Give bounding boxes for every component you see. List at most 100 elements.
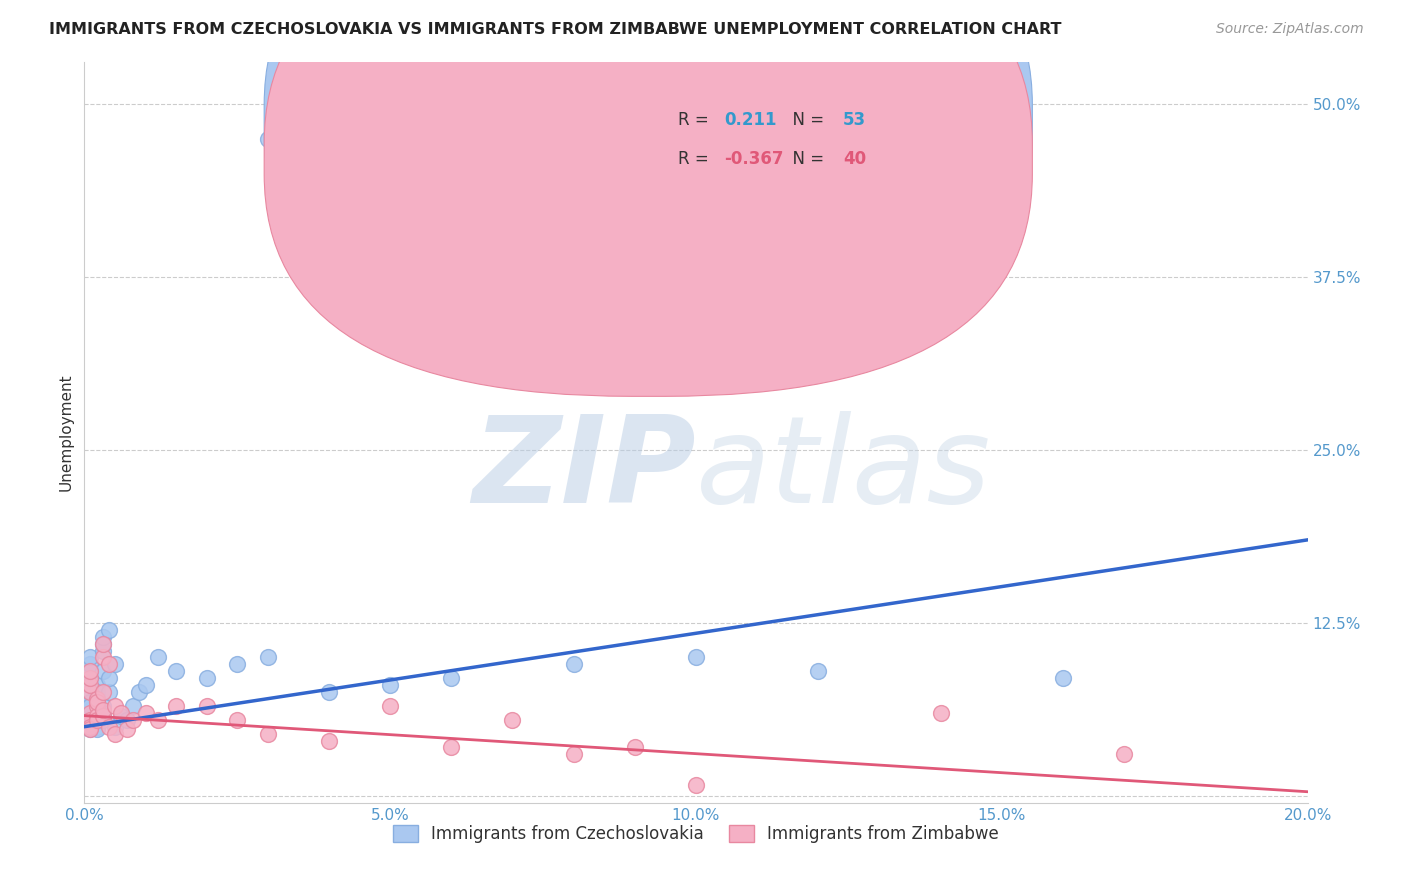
Point [91,637,114,651]
Point [79,717,101,731]
Text: N =: N = [782,112,830,129]
Point [110,706,132,720]
Point [104,726,127,740]
Point [624,740,647,755]
Point [86,692,108,706]
Point [104,720,127,734]
Point [91,708,114,723]
Point [86,692,108,706]
Point [91,630,114,644]
Point [79,698,101,713]
Text: ZIP: ZIP [472,411,696,528]
Point [79,703,101,717]
Point [79,706,101,720]
Point [86,723,108,737]
Point [195,671,218,685]
Point [380,698,402,713]
Point [79,723,101,737]
Point [929,706,952,720]
Point [79,685,101,699]
Point [91,685,114,699]
Point [79,678,101,692]
Point [79,657,101,672]
Point [91,643,114,657]
Point [86,678,108,692]
Point [135,678,157,692]
Point [79,713,101,727]
Point [807,665,830,679]
Point [91,650,114,665]
Point [79,695,101,709]
Text: -0.367: -0.367 [724,150,783,168]
Point [685,650,707,665]
Point [97,720,120,734]
Point [97,671,120,685]
Point [440,740,463,755]
Point [91,698,114,713]
Point [91,713,114,727]
Point [79,665,101,679]
Text: 0.211: 0.211 [724,112,776,129]
Point [97,623,120,637]
Point [79,665,101,679]
Point [86,692,108,706]
Point [79,678,101,692]
Point [562,747,585,762]
Point [79,720,101,734]
Point [1114,747,1136,762]
Text: R =: R = [678,112,714,129]
Point [79,713,101,727]
Text: 40: 40 [842,150,866,168]
Point [86,708,108,723]
Text: R =: R = [678,150,714,168]
Point [86,708,108,723]
Point [79,706,101,720]
Point [257,726,280,740]
Point [135,706,157,720]
Point [79,671,101,685]
FancyBboxPatch shape [605,87,904,186]
Point [86,720,108,734]
Point [1052,671,1074,685]
Legend: Immigrants from Czechoslovakia, Immigrants from Zimbabwe: Immigrants from Czechoslovakia, Immigran… [387,819,1005,850]
Point [91,665,114,679]
Point [97,657,120,672]
Point [86,685,108,699]
Point [318,733,340,747]
Text: atlas: atlas [696,411,991,528]
Point [165,698,187,713]
Point [91,706,114,720]
Text: N =: N = [782,150,830,168]
Point [79,698,101,713]
Point [104,698,127,713]
Point [146,650,169,665]
Point [110,708,132,723]
Point [79,723,101,737]
Point [79,685,101,699]
Point [86,695,108,709]
Point [146,713,169,727]
Point [79,671,101,685]
Point [86,713,108,727]
Point [380,678,402,692]
Point [97,685,120,699]
Point [226,713,249,727]
Point [115,713,138,727]
Point [165,665,187,679]
Point [79,650,101,665]
Point [257,131,280,145]
Point [502,713,524,727]
Point [86,690,108,704]
Point [122,713,145,727]
Text: 53: 53 [842,112,866,129]
Point [91,703,114,717]
Point [128,685,150,699]
Point [440,671,463,685]
Point [685,778,707,792]
Point [86,713,108,727]
Point [257,650,280,665]
FancyBboxPatch shape [264,0,1032,358]
Point [562,657,585,672]
Point [226,657,249,672]
Point [115,723,138,737]
